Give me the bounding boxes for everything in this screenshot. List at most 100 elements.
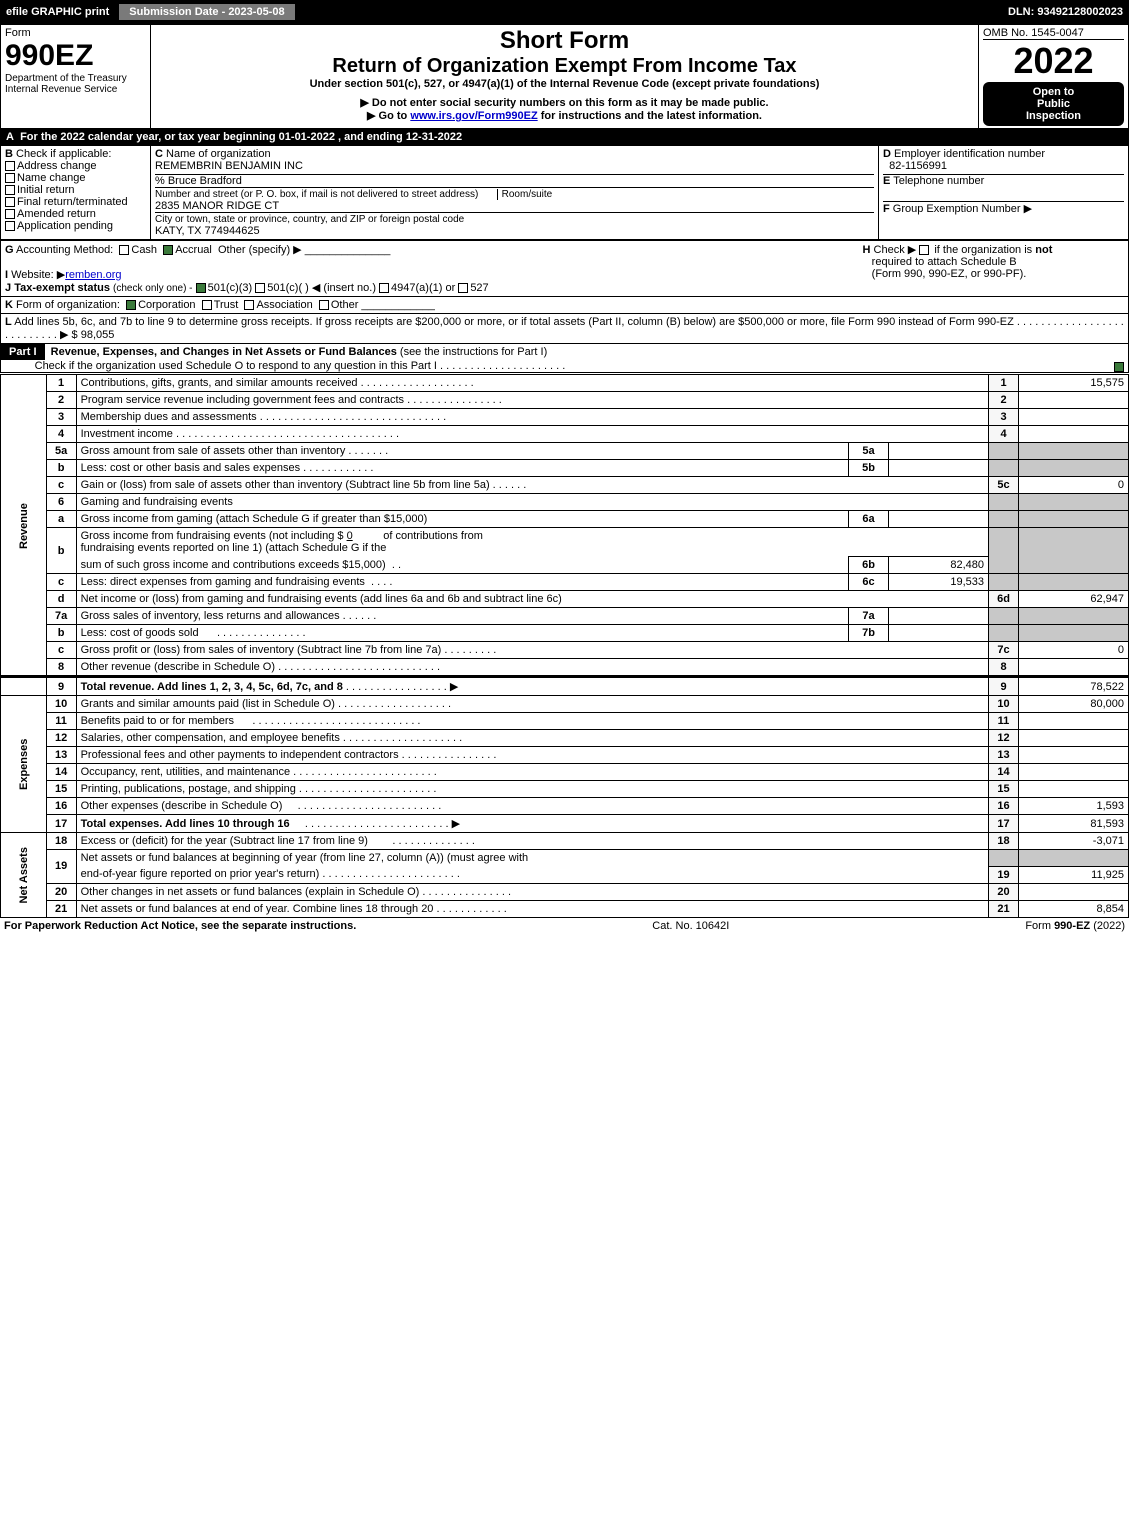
shade5a (989, 443, 1019, 460)
line-a-text: For the 2022 calendar year, or tax year … (20, 131, 462, 143)
l10-t: Grants and similar amounts paid (list in… (81, 698, 335, 710)
l4-a (1019, 426, 1129, 443)
l15-t: Printing, publications, postage, and shi… (81, 783, 296, 795)
l8-t: Other revenue (describe in Schedule O) (81, 661, 275, 673)
footer-right-bold: 990-EZ (1054, 920, 1090, 932)
l5c-n: c (46, 477, 76, 494)
shade6b (989, 528, 1019, 574)
l6b-n: b (46, 528, 76, 574)
dept-irs: Internal Revenue Service (5, 84, 146, 95)
dept-treasury: Department of the Treasury (5, 73, 146, 84)
l5b-box: 5b (849, 460, 889, 477)
shade7b (989, 625, 1019, 642)
l10-ln: 10 (989, 696, 1019, 713)
revenue-tab: Revenue (1, 375, 47, 677)
chk-corp[interactable] (126, 300, 136, 310)
chk-name[interactable] (5, 173, 15, 183)
chk-pending[interactable] (5, 221, 15, 231)
l18-ln: 18 (989, 833, 1019, 850)
city-label: City or town, state or province, country… (155, 214, 464, 225)
l12-t: Salaries, other compensation, and employ… (81, 732, 340, 744)
chk-4947[interactable] (379, 283, 389, 293)
chk-trust[interactable] (202, 300, 212, 310)
chk-accrual[interactable] (163, 245, 173, 255)
chk-address[interactable] (5, 161, 15, 171)
l19-n: 19 (46, 850, 76, 884)
l18-t: Excess or (deficit) for the year (Subtra… (81, 835, 368, 847)
main-title: Return of Organization Exempt From Incom… (155, 55, 974, 78)
opt-final: Final return/terminated (17, 196, 128, 208)
l6c-ba: 19,533 (889, 574, 989, 591)
dln: DLN: 93492128002023 (1002, 4, 1129, 20)
l21-a: 8,854 (1019, 900, 1129, 917)
form-label: Form (5, 27, 146, 39)
chk-501c3[interactable] (196, 283, 206, 293)
street: 2835 MANOR RIDGE CT (155, 200, 279, 212)
l21-ln: 21 (989, 900, 1019, 917)
l15-n: 15 (46, 781, 76, 798)
l2-ln: 2 (989, 392, 1019, 409)
l1-a: 15,575 (1019, 375, 1129, 392)
chk-527[interactable] (458, 283, 468, 293)
l17-n: 17 (46, 815, 76, 833)
footer-right-pre: Form (1025, 920, 1054, 932)
opt-amended: Amended return (17, 208, 96, 220)
c-label: Name of organization (166, 148, 271, 160)
part1-title: Revenue, Expenses, and Changes in Net As… (51, 346, 397, 358)
l11-t: Benefits paid to or for members (81, 715, 234, 727)
l7b-ba (889, 625, 989, 642)
chk-initial[interactable] (5, 185, 15, 195)
l18-n: 18 (46, 833, 76, 850)
opt-name: Name change (17, 172, 86, 184)
l12-a (1019, 730, 1129, 747)
chk-h[interactable] (919, 245, 929, 255)
l21-t: Net assets or fund balances at end of ye… (81, 903, 434, 915)
chk-other[interactable] (319, 300, 329, 310)
l8-n: 8 (46, 659, 76, 677)
l7c-a: 0 (1019, 642, 1129, 659)
l7a-t: Gross sales of inventory, less returns a… (81, 610, 340, 622)
chk-501c[interactable] (255, 283, 265, 293)
k-corp: Corporation (138, 299, 195, 311)
submission-date: Submission Date - 2023-05-08 (119, 4, 294, 20)
website-link[interactable]: remben.org (65, 269, 121, 281)
l6b-box: 6b (849, 557, 889, 574)
l6d-a: 62,947 (1019, 591, 1129, 608)
l3-a (1019, 409, 1129, 426)
l3-n: 3 (46, 409, 76, 426)
lines-table: Revenue 1 Contributions, gifts, grants, … (0, 374, 1129, 918)
title-block: Form 990EZ Department of the Treasury In… (0, 24, 1129, 129)
l6d-ln: 6d (989, 591, 1019, 608)
b-label: Check if applicable: (16, 148, 111, 160)
h-pre: Check ▶ (874, 244, 917, 256)
shade5a-a (1019, 443, 1129, 460)
f-arrow: ▶ (1024, 203, 1032, 215)
l2-n: 2 (46, 392, 76, 409)
chk-assoc[interactable] (244, 300, 254, 310)
l6a-t: Gross income from gaming (attach Schedul… (81, 513, 428, 525)
g-accrual: Accrual (175, 244, 212, 256)
l6b-amt0: 0 (347, 530, 353, 542)
j-label: Tax-exempt status (14, 282, 110, 294)
irs-link[interactable]: www.irs.gov/Form990EZ (410, 110, 537, 122)
chk-final[interactable] (5, 197, 15, 207)
omb: OMB No. 1545-0047 (983, 27, 1124, 40)
f-label: Group Exemption Number (893, 203, 1021, 215)
line-a: A For the 2022 calendar year, or tax yea… (0, 129, 1129, 145)
h-not: not (1035, 244, 1052, 256)
chk-amended[interactable] (5, 209, 15, 219)
open-inspection: Open to Public Inspection (983, 82, 1124, 126)
l6b-t1b: of contributions from (383, 530, 483, 542)
l8-ln: 8 (989, 659, 1019, 677)
h-l3: (Form 990, 990-EZ, or 990-PF). (872, 268, 1027, 280)
shade19 (989, 850, 1019, 867)
l9-t: Total revenue. Add lines 1, 2, 3, 4, 5c,… (81, 681, 343, 693)
chk-part1[interactable] (1114, 362, 1124, 372)
l4-n: 4 (46, 426, 76, 443)
chk-cash[interactable] (119, 245, 129, 255)
l8-a (1019, 659, 1129, 677)
l21-n: 21 (46, 900, 76, 917)
l6c-box: 6c (849, 574, 889, 591)
k-assoc: Association (256, 299, 312, 311)
l5a-t: Gross amount from sale of assets other t… (81, 445, 346, 457)
